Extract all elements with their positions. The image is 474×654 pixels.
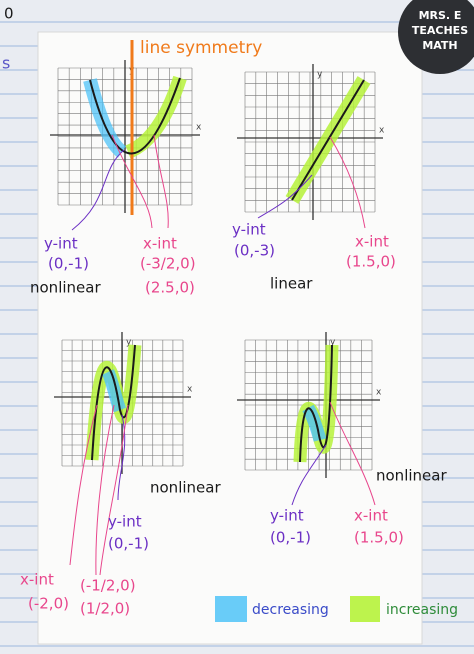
x-int-point: (-3/2,0) — [140, 255, 196, 273]
y-int-label: y-int — [232, 221, 266, 239]
legend-swatch — [215, 596, 247, 622]
pointer — [69, 404, 129, 576]
badge-line: TEACHES — [412, 24, 468, 37]
axis-label: y — [330, 338, 336, 348]
axis-label: x — [196, 123, 202, 133]
y-int-label: y-int — [270, 507, 304, 525]
pointer — [329, 401, 376, 506]
axis-label: y — [126, 338, 132, 348]
y-int-point: (0,-1) — [48, 255, 89, 273]
pointer — [117, 414, 126, 501]
x-int-label: x-int — [355, 233, 389, 251]
y-int-point: (0,-1) — [108, 535, 149, 553]
x-int-point: (1/2,0) — [80, 600, 130, 618]
x-int-point: (-1/2,0) — [80, 577, 136, 595]
annotation: line symmetry — [140, 38, 262, 58]
curve — [299, 344, 333, 463]
y-int-label: y-int — [108, 513, 142, 531]
pointer — [71, 149, 125, 231]
axis-label: x — [379, 126, 385, 136]
margin-mark: 0 — [4, 5, 14, 23]
x-int-point: (1.5,0) — [346, 253, 396, 271]
x-int-label: x-int — [143, 235, 177, 253]
coordinate-grid: yx — [54, 332, 193, 474]
pointer — [257, 174, 313, 219]
axis-label: x — [376, 388, 382, 398]
function-kind: nonlinear — [30, 279, 101, 297]
x-int-point: (2.5,0) — [145, 279, 195, 297]
legend-label: increasing — [386, 602, 458, 618]
x-int-point: (-2,0) — [28, 595, 69, 613]
function-kind: linear — [270, 275, 313, 293]
y-int-point: (0,-3) — [234, 242, 275, 260]
badge-line: MATH — [422, 39, 457, 52]
axis-label: x — [187, 385, 193, 395]
curve — [91, 344, 136, 461]
x-int-point: (1.5,0) — [354, 529, 404, 547]
badge-line: MRS. E — [419, 9, 462, 22]
legend-label: decreasing — [252, 602, 329, 618]
pointer — [291, 444, 327, 506]
curve — [89, 77, 181, 155]
legend-swatch — [350, 596, 380, 622]
axis-label: y — [317, 70, 323, 80]
pointer — [111, 134, 169, 229]
margin-mark: s — [2, 54, 10, 73]
y-int-label: y-int — [44, 235, 78, 253]
x-int-label: x-int — [354, 507, 388, 525]
function-kind: nonlinear — [376, 467, 447, 485]
badge — [398, 0, 474, 74]
x-int-label: x-int — [20, 571, 54, 589]
function-kind: nonlinear — [150, 479, 221, 497]
y-int-point: (0,-1) — [270, 529, 311, 547]
curve — [291, 79, 365, 201]
pointer — [329, 136, 366, 229]
